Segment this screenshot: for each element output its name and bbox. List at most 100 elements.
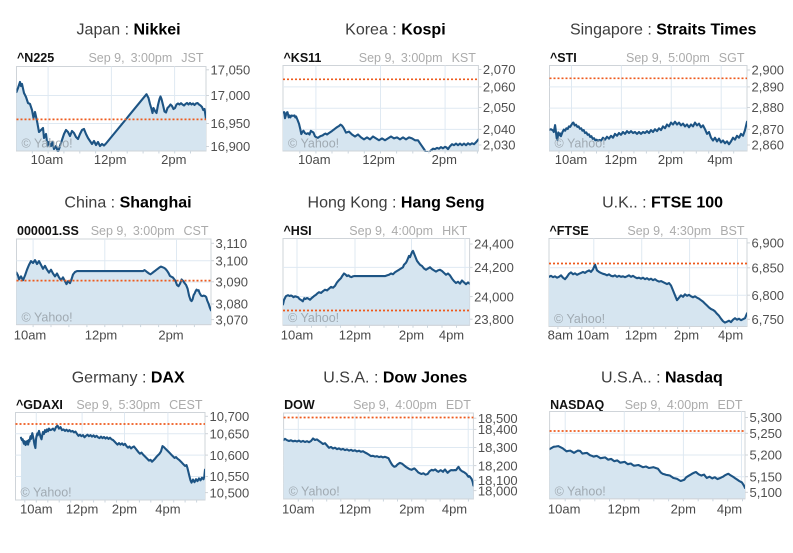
svg-text:Sep 9, 4:00pm EDT: Sep 9, 4:00pm EDT: [625, 398, 743, 412]
svg-text:2pm: 2pm: [432, 152, 457, 167]
svg-text:6,800: 6,800: [752, 288, 785, 303]
svg-text:© Yahoo!: © Yahoo!: [288, 311, 339, 325]
svg-text:4pm: 4pm: [717, 502, 742, 517]
svg-text:24,400: 24,400: [474, 237, 514, 252]
svg-text:5,250: 5,250: [750, 426, 783, 441]
svg-text:© Yahoo!: © Yahoo!: [21, 486, 72, 500]
svg-text:Sep 9, 3:00pm CST: Sep 9, 3:00pm CST: [91, 224, 209, 238]
svg-text:000001.SS: 000001.SS: [17, 224, 79, 238]
svg-text:18,200: 18,200: [478, 458, 518, 473]
svg-text:24,200: 24,200: [474, 260, 514, 275]
svg-text:10am: 10am: [31, 152, 64, 167]
svg-text:3,110: 3,110: [216, 236, 248, 251]
svg-text:10,650: 10,650: [210, 426, 250, 441]
svg-text:3,090: 3,090: [216, 275, 249, 290]
svg-text:3,070: 3,070: [216, 312, 249, 327]
svg-text:6,900: 6,900: [752, 236, 785, 251]
svg-text:© Yahoo!: © Yahoo!: [554, 312, 605, 326]
svg-text:10,700: 10,700: [210, 409, 250, 424]
svg-text:U.K.. : FTSE 100: U.K.. : FTSE 100: [602, 195, 723, 212]
svg-text:2,900: 2,900: [752, 63, 785, 78]
svg-text:10,500: 10,500: [210, 485, 250, 500]
svg-text:12pm: 12pm: [362, 152, 395, 167]
svg-text:2pm: 2pm: [674, 328, 699, 343]
svg-text:Sep 9, 5:30pm CEST: Sep 9, 5:30pm CEST: [76, 398, 203, 412]
svg-text:12pm: 12pm: [605, 152, 638, 167]
svg-text:10am: 10am: [20, 502, 53, 517]
svg-text:Sep 9, 4:30pm BST: Sep 9, 4:30pm BST: [627, 224, 744, 238]
svg-text:© Yahoo!: © Yahoo!: [288, 137, 339, 151]
svg-text:2pm: 2pm: [399, 502, 424, 517]
svg-text:Hong Kong : Hang Seng: Hong Kong : Hang Seng: [308, 195, 485, 212]
svg-text:6,850: 6,850: [752, 261, 785, 276]
svg-text:Germany : DAX: Germany : DAX: [72, 369, 185, 386]
svg-text:© Yahoo!: © Yahoo!: [555, 485, 606, 499]
svg-text:4pm: 4pm: [439, 328, 464, 343]
svg-text:10am: 10am: [298, 152, 331, 167]
svg-text:2pm: 2pm: [671, 502, 696, 517]
svg-text:12pm: 12pm: [625, 328, 658, 343]
svg-text:U.S.A. : Dow Jones: U.S.A. : Dow Jones: [323, 369, 467, 386]
svg-text:6,750: 6,750: [752, 312, 785, 327]
svg-text:3,100: 3,100: [216, 253, 249, 268]
svg-text:Japan : Nikkei: Japan : Nikkei: [77, 21, 181, 38]
svg-text:4pm: 4pm: [718, 328, 743, 343]
svg-text:17,050: 17,050: [211, 63, 251, 78]
svg-text:8am: 8am: [548, 328, 573, 343]
svg-text:3,080: 3,080: [216, 297, 249, 312]
svg-text:10am: 10am: [281, 328, 314, 343]
svg-text:2pm: 2pm: [112, 502, 137, 517]
svg-text:12pm: 12pm: [339, 328, 372, 343]
svg-text:23,800: 23,800: [474, 312, 514, 327]
svg-text:5,200: 5,200: [750, 448, 783, 463]
svg-text:© Yahoo!: © Yahoo!: [22, 137, 73, 151]
svg-text:10am: 10am: [577, 328, 610, 343]
svg-text:^KS11: ^KS11: [284, 51, 322, 65]
svg-text:^FTSE: ^FTSE: [550, 224, 589, 238]
svg-text:2,870: 2,870: [752, 122, 785, 137]
svg-text:5,150: 5,150: [750, 469, 783, 484]
svg-text:2,070: 2,070: [483, 62, 516, 77]
svg-text:2,860: 2,860: [752, 138, 785, 153]
svg-text:4pm: 4pm: [707, 152, 732, 167]
svg-text:18,300: 18,300: [478, 440, 518, 455]
svg-text:2pm: 2pm: [658, 152, 683, 167]
svg-text:Singapore : Straits Times: Singapore : Straits Times: [570, 21, 757, 38]
svg-text:2pm: 2pm: [399, 328, 424, 343]
svg-text:© Yahoo!: © Yahoo!: [289, 485, 340, 499]
svg-text:4pm: 4pm: [155, 502, 180, 517]
svg-text:2,890: 2,890: [752, 80, 785, 95]
svg-text:Sep 9, 3:00pm KST: Sep 9, 3:00pm KST: [359, 51, 476, 65]
svg-text:Korea : Kospi: Korea : Kospi: [345, 21, 445, 38]
svg-text:18,500: 18,500: [478, 411, 518, 426]
svg-text:12pm: 12pm: [608, 502, 641, 517]
svg-text:10,550: 10,550: [210, 469, 250, 484]
svg-text:10am: 10am: [14, 328, 47, 343]
svg-text:© Yahoo!: © Yahoo!: [555, 137, 606, 151]
svg-text:10am: 10am: [548, 502, 581, 517]
svg-text:16,900: 16,900: [211, 139, 251, 154]
svg-text:Sep 9, 5:00pm SGT: Sep 9, 5:00pm SGT: [626, 51, 745, 65]
svg-text:2,050: 2,050: [483, 100, 516, 115]
svg-text:12pm: 12pm: [339, 502, 372, 517]
svg-text:DOW: DOW: [284, 398, 315, 412]
svg-text:24,000: 24,000: [474, 289, 514, 304]
svg-text:China : Shanghai: China : Shanghai: [64, 195, 191, 212]
svg-text:2,030: 2,030: [483, 138, 516, 153]
svg-text:2pm: 2pm: [161, 152, 186, 167]
svg-text:2,060: 2,060: [483, 80, 516, 95]
svg-text:2pm: 2pm: [158, 328, 183, 343]
svg-text:^GDAXI: ^GDAXI: [16, 398, 63, 412]
svg-text:2,040: 2,040: [483, 122, 516, 137]
svg-text:^HSI: ^HSI: [284, 224, 312, 238]
svg-text:Sep 9, 4:00pm EDT: Sep 9, 4:00pm EDT: [353, 398, 471, 412]
svg-text:12pm: 12pm: [66, 502, 99, 517]
svg-text:Sep 9, 3:00pm JST: Sep 9, 3:00pm JST: [88, 51, 203, 65]
svg-text:17,000: 17,000: [211, 88, 251, 103]
svg-text:10am: 10am: [282, 502, 315, 517]
svg-text:5,300: 5,300: [750, 410, 783, 425]
svg-text:18,100: 18,100: [478, 473, 518, 488]
svg-text:12pm: 12pm: [85, 328, 118, 343]
svg-text:NASDAQ: NASDAQ: [550, 398, 604, 412]
svg-text:18,000: 18,000: [478, 483, 518, 498]
